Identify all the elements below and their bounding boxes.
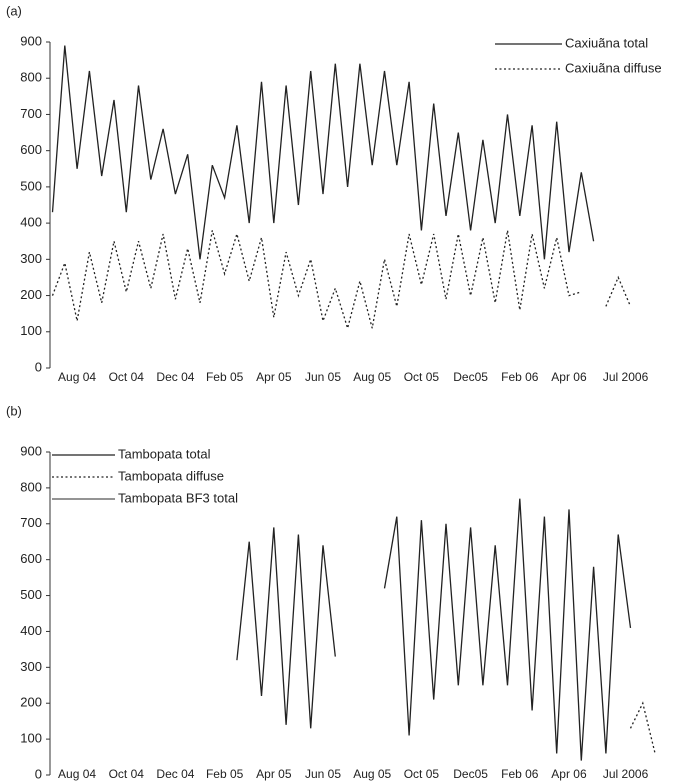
y-tick-label: 800 xyxy=(20,479,42,494)
legend-label: Tambopata total xyxy=(118,446,211,461)
x-tick-label: Jun 05 xyxy=(305,370,341,384)
x-tick-label: Aug 04 xyxy=(58,370,96,384)
y-tick-label: 900 xyxy=(20,443,42,458)
y-tick-label: 0 xyxy=(35,359,42,374)
x-tick-label: Feb 06 xyxy=(501,767,539,781)
panel-label: (b) xyxy=(6,403,22,418)
series-line xyxy=(629,701,656,754)
x-tick-label: Oct 04 xyxy=(109,370,145,384)
y-tick-label: 900 xyxy=(20,33,42,48)
x-tick-label: Dec 04 xyxy=(156,767,194,781)
y-tick-label: 500 xyxy=(20,587,42,602)
x-tick-label: Apr 06 xyxy=(551,767,587,781)
series-line xyxy=(236,498,632,761)
legend-label: Caxiuãna diffuse xyxy=(565,60,662,75)
y-tick-label: 500 xyxy=(20,178,42,193)
x-tick-label: Jul 2006 xyxy=(603,370,649,384)
series-line xyxy=(51,230,632,331)
x-tick-label: Oct 05 xyxy=(404,767,440,781)
x-tick-label: Dec05 xyxy=(453,370,488,384)
x-tick-label: Apr 06 xyxy=(551,370,587,384)
y-tick-label: 800 xyxy=(20,70,42,85)
y-tick-label: 100 xyxy=(20,323,42,338)
y-tick-label: 300 xyxy=(20,659,42,674)
y-tick-label: 400 xyxy=(20,623,42,638)
x-tick-label: Oct 04 xyxy=(109,767,145,781)
legend-label: Caxiuãna total xyxy=(565,35,648,50)
x-tick-label: Apr 05 xyxy=(256,370,292,384)
x-tick-label: Aug 05 xyxy=(353,767,391,781)
y-tick-label: 700 xyxy=(20,515,42,530)
x-tick-label: Feb 06 xyxy=(501,370,539,384)
x-tick-label: Feb 05 xyxy=(206,370,244,384)
y-tick-label: 200 xyxy=(20,695,42,710)
x-tick-label: Apr 05 xyxy=(256,767,292,781)
x-tick-label: Aug 05 xyxy=(353,370,391,384)
y-tick-label: 200 xyxy=(20,287,42,302)
x-tick-label: Oct 05 xyxy=(404,370,440,384)
y-tick-label: 400 xyxy=(20,215,42,230)
y-tick-label: 0 xyxy=(35,766,42,781)
panel-label: (a) xyxy=(6,3,22,18)
legend-label: Tambopata BF3 total xyxy=(118,490,238,505)
x-tick-label: Jun 05 xyxy=(305,767,341,781)
y-tick-label: 600 xyxy=(20,142,42,157)
y-tick-label: 300 xyxy=(20,251,42,266)
x-tick-label: Feb 05 xyxy=(206,767,244,781)
y-tick-label: 100 xyxy=(20,731,42,746)
y-tick-label: 600 xyxy=(20,551,42,566)
series-line xyxy=(51,45,595,260)
y-tick-label: 700 xyxy=(20,106,42,121)
x-tick-label: Aug 04 xyxy=(58,767,96,781)
x-tick-label: Dec05 xyxy=(453,767,488,781)
legend-label: Tambopata diffuse xyxy=(118,468,224,483)
x-tick-label: Dec 04 xyxy=(156,370,194,384)
x-tick-label: Jul 2006 xyxy=(603,767,649,781)
